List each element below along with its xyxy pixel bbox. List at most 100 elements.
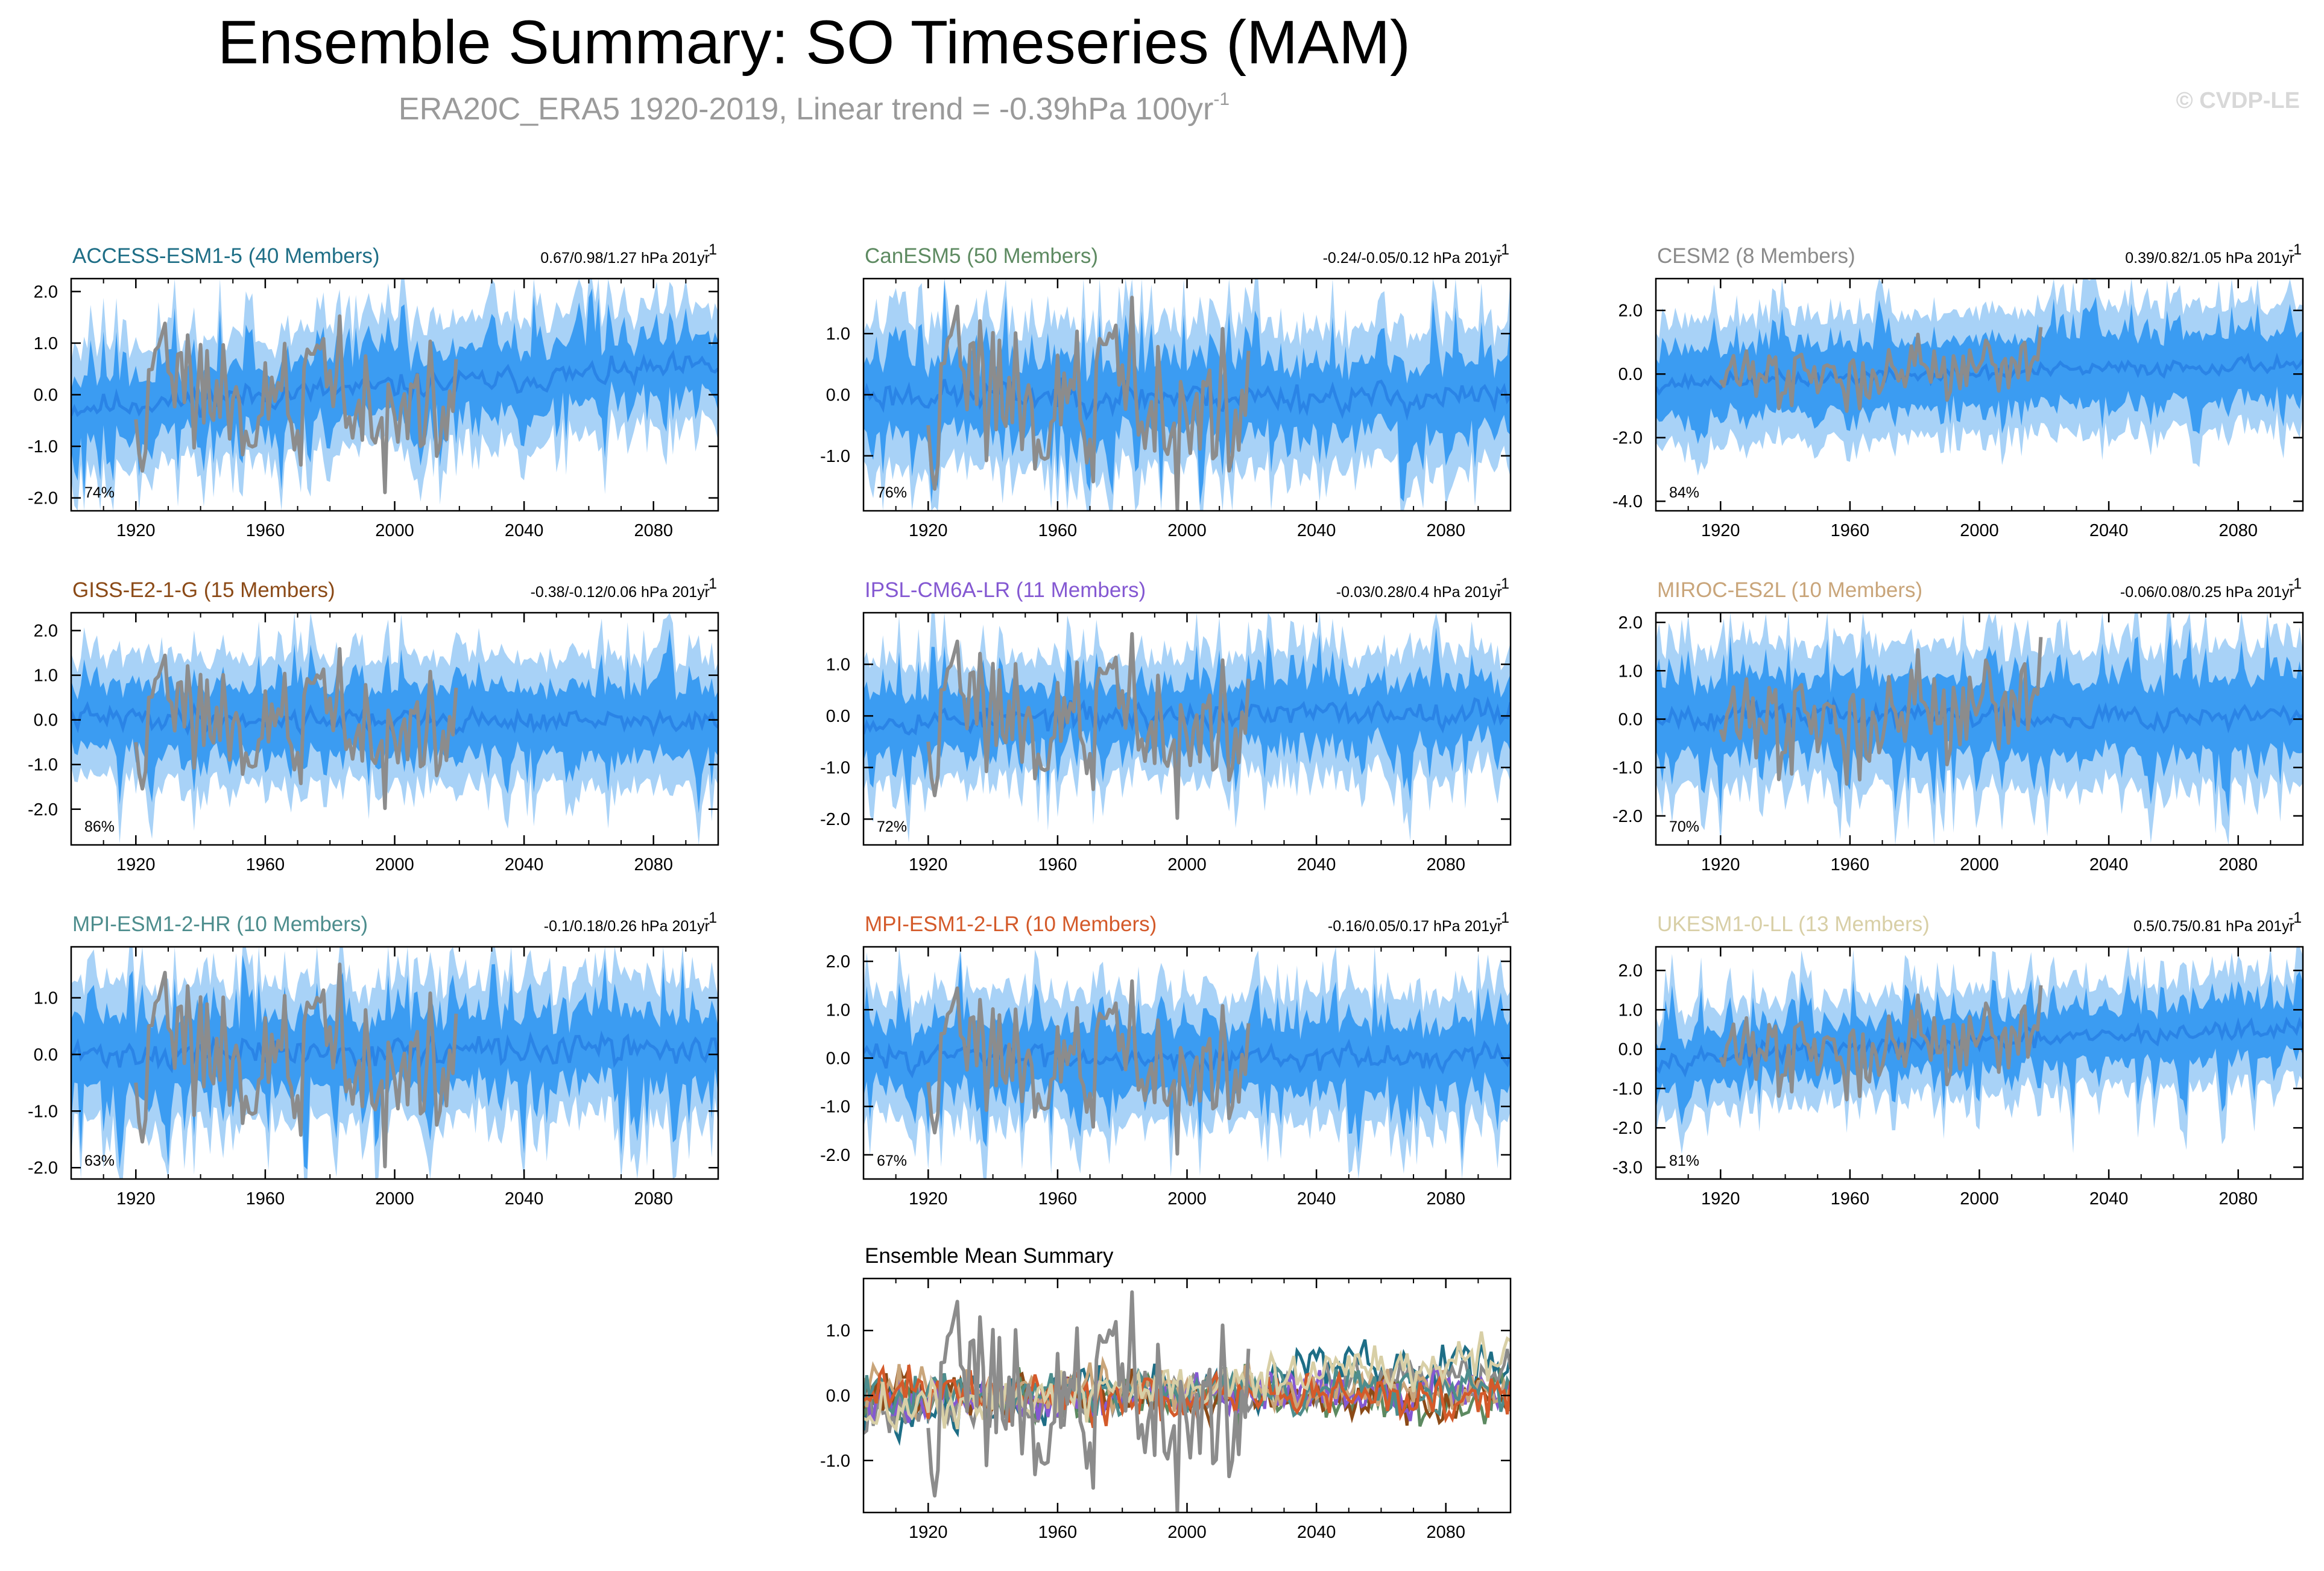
y-tick-label: -1.0 [820, 447, 850, 466]
y-tick-label: 1.0 [826, 324, 850, 344]
panel-title: GISS-E2-1-G (15 Members) [72, 578, 335, 602]
panel-title: ACCESS-ESM1-5 (40 Members) [72, 244, 380, 268]
plot-area [71, 947, 718, 1179]
x-tick-label: 2040 [505, 521, 544, 540]
x-tick-label: 2080 [634, 521, 673, 540]
x-tick-label: 1960 [1831, 1189, 1870, 1209]
observations-line [1719, 985, 2043, 1102]
percent-label: 63% [84, 1152, 115, 1169]
y-tick-label: 2.0 [1618, 613, 1643, 633]
y-tick-label: -1.0 [820, 1098, 850, 1117]
x-tick-label: 2080 [2218, 521, 2258, 540]
trend-label: -0.03/0.28/0.4 hPa 201yr [1336, 584, 1502, 601]
y-tick-label: 0.0 [826, 1049, 850, 1068]
x-tick-label: 2000 [1960, 521, 1999, 540]
trend-superscript: -1 [2288, 241, 2302, 258]
x-tick-label: 2080 [1426, 521, 1465, 540]
y-tick-label: -1.0 [28, 1102, 58, 1121]
x-tick-label: 2000 [1167, 1523, 1207, 1542]
x-tick-label: 1960 [1831, 855, 1870, 874]
trend-label: 0.39/0.82/1.05 hPa 201yr [2125, 250, 2294, 267]
trend-superscript: -1 [2288, 909, 2302, 926]
plot-area [71, 613, 718, 845]
trend-superscript: -1 [704, 909, 717, 926]
x-tick-label: 2080 [634, 1189, 673, 1209]
y-tick-label: -2.0 [1612, 429, 1643, 448]
credit-watermark: © CVDP-LE [2176, 88, 2300, 113]
x-tick-label: 2080 [1426, 855, 1465, 874]
percent-label: 76% [877, 484, 907, 501]
panel-title: MIROC-ES2L (10 Members) [1657, 578, 1922, 602]
subtitle-text: ERA20C_ERA5 1920-2019, Linear trend = -0… [398, 92, 1214, 127]
y-tick-label: 0.0 [34, 1045, 58, 1064]
x-tick-label: 1920 [1701, 1189, 1740, 1209]
y-tick-label: 2.0 [34, 282, 58, 302]
x-tick-label: 1960 [1038, 1189, 1078, 1209]
y-tick-label: 0.0 [34, 711, 58, 730]
x-tick-label: 1960 [246, 1189, 285, 1209]
y-tick-label: -1.0 [28, 437, 58, 457]
y-tick-label: -4.0 [1612, 492, 1643, 511]
panel-title: Ensemble Mean Summary [865, 1244, 1114, 1268]
x-tick-label: 2040 [505, 855, 544, 874]
y-tick-label: 1.0 [826, 1000, 850, 1020]
y-tick-label: -1.0 [1612, 759, 1643, 778]
y-tick-label: 0.0 [826, 707, 850, 726]
x-tick-label: 2040 [2089, 521, 2129, 540]
observations-line [926, 296, 1251, 511]
ensemble-mean-line [71, 701, 718, 738]
x-tick-label: 1920 [116, 521, 156, 540]
trend-superscript: -1 [2288, 575, 2302, 592]
y-tick-label: 0.0 [1618, 1040, 1643, 1060]
panel-title: MPI-ESM1-2-LR (10 Members) [865, 912, 1157, 936]
x-tick-label: 2000 [1167, 855, 1207, 874]
observations-line [926, 1290, 1251, 1513]
ensemble-mean-line [864, 696, 1511, 736]
ensemble-mean-line [1656, 1016, 2303, 1078]
y-tick-label: 0.0 [34, 386, 58, 405]
y-tick-label: 1.0 [826, 656, 850, 675]
trend-superscript: -1 [704, 575, 717, 592]
y-tick-label: 1.0 [34, 334, 58, 353]
inner-range-band [71, 955, 718, 1170]
chart-panel-6: 1920 1960 2000 2040 2080 2.0 1.0 0.0 -1.0 -2.0 MIR… [1612, 575, 2304, 874]
percent-label: 70% [1669, 818, 1699, 835]
chart-panel-3: 1920 1960 2000 2040 2080 2.0 0.0 -2.0 -4.0 CESM2 … [1612, 241, 2304, 540]
x-tick-label: 2040 [1297, 521, 1336, 540]
trend-superscript: -1 [1496, 909, 1509, 926]
y-tick-label: -2.0 [1612, 1119, 1643, 1138]
observations-line [1719, 327, 2043, 413]
y-tick-label: 1.0 [34, 989, 58, 1008]
trend-label: 0.67/0.98/1.27 hPa 201yr [540, 250, 710, 267]
x-tick-label: 1920 [909, 1189, 948, 1209]
y-tick-label: 1.0 [1618, 662, 1643, 681]
y-tick-label: 0.0 [826, 1386, 850, 1406]
x-tick-label: 1920 [116, 855, 156, 874]
percent-label: 81% [1669, 1152, 1699, 1169]
x-tick-label: 1920 [909, 521, 948, 540]
x-tick-label: 2000 [375, 855, 414, 874]
ensemble-mean-line [1656, 696, 2303, 734]
panel-title: IPSL-CM6A-LR (11 Members) [865, 578, 1146, 602]
y-tick-label: -1.0 [28, 756, 58, 775]
y-tick-label: -2.0 [28, 800, 58, 820]
x-tick-label: 1960 [1831, 521, 1870, 540]
series-line-8 [864, 1364, 1511, 1428]
x-tick-label: 2040 [2089, 855, 2129, 874]
panel-title: MPI-ESM1-2-HR (10 Members) [72, 912, 368, 936]
trend-label: -0.38/-0.12/0.06 hPa 201yr [531, 584, 710, 601]
x-tick-label: 1920 [116, 1189, 156, 1209]
chart-panel-9: 1920 1960 2000 2040 2080 2.0 1.0 0.0 -1.0 -2.0 -3.… [1612, 909, 2304, 1209]
chart-panel-4: 1920 1960 2000 2040 2080 2.0 1.0 0.0 -1.0 -2.0 GIS… [28, 575, 719, 874]
observations-line [926, 631, 1251, 820]
y-tick-label: -2.0 [820, 1146, 850, 1165]
observations-line [134, 314, 458, 495]
x-tick-label: 1960 [246, 521, 285, 540]
chart-panel-1: 1920 1960 2000 2040 2080 2.0 1.0 0.0 -1.0 -2.0 ACC… [28, 241, 719, 540]
series-line-9 [864, 1331, 1511, 1433]
x-tick-label: 1960 [1038, 855, 1078, 874]
y-tick-label: 0.0 [1618, 365, 1643, 384]
trend-superscript: -1 [1496, 575, 1509, 592]
trend-label: -0.24/-0.05/0.12 hPa 201yr [1323, 250, 1502, 267]
